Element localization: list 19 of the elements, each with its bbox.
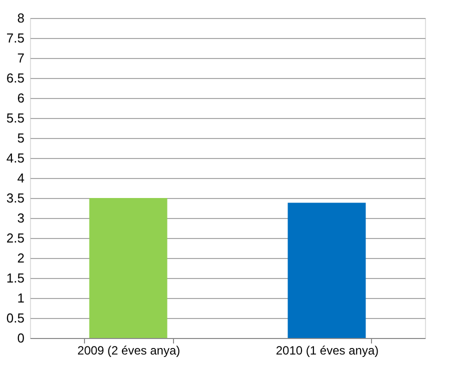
y-tick-label: 4.5 [6, 150, 24, 166]
y-tick-label: 7 [17, 50, 24, 66]
y-tick-label: 5.5 [6, 110, 24, 126]
y-tick-label: 4 [17, 170, 24, 186]
y-tick-label: 7.5 [6, 30, 24, 46]
y-tick-label: 5 [17, 130, 24, 146]
y-tick-label: 2 [17, 250, 24, 266]
y-tick-label: 0.5 [6, 310, 24, 326]
y-tick-label: 6 [17, 90, 24, 106]
y-tick-label: 3 [17, 210, 24, 226]
x-tick-label: 2010 (1 éves anya) [276, 344, 379, 358]
x-tick-label: 2009 (2 éves anya) [77, 344, 180, 358]
y-tick-label: 3.5 [6, 190, 24, 206]
y-tick-label: 1.5 [6, 270, 24, 286]
y-tick-label: 8 [17, 10, 24, 26]
y-tick-label: 0 [17, 330, 24, 346]
y-tick-label: 6.5 [6, 70, 24, 86]
y-tick-label: 2.5 [6, 230, 24, 246]
y-tick-label: 1 [17, 290, 24, 306]
